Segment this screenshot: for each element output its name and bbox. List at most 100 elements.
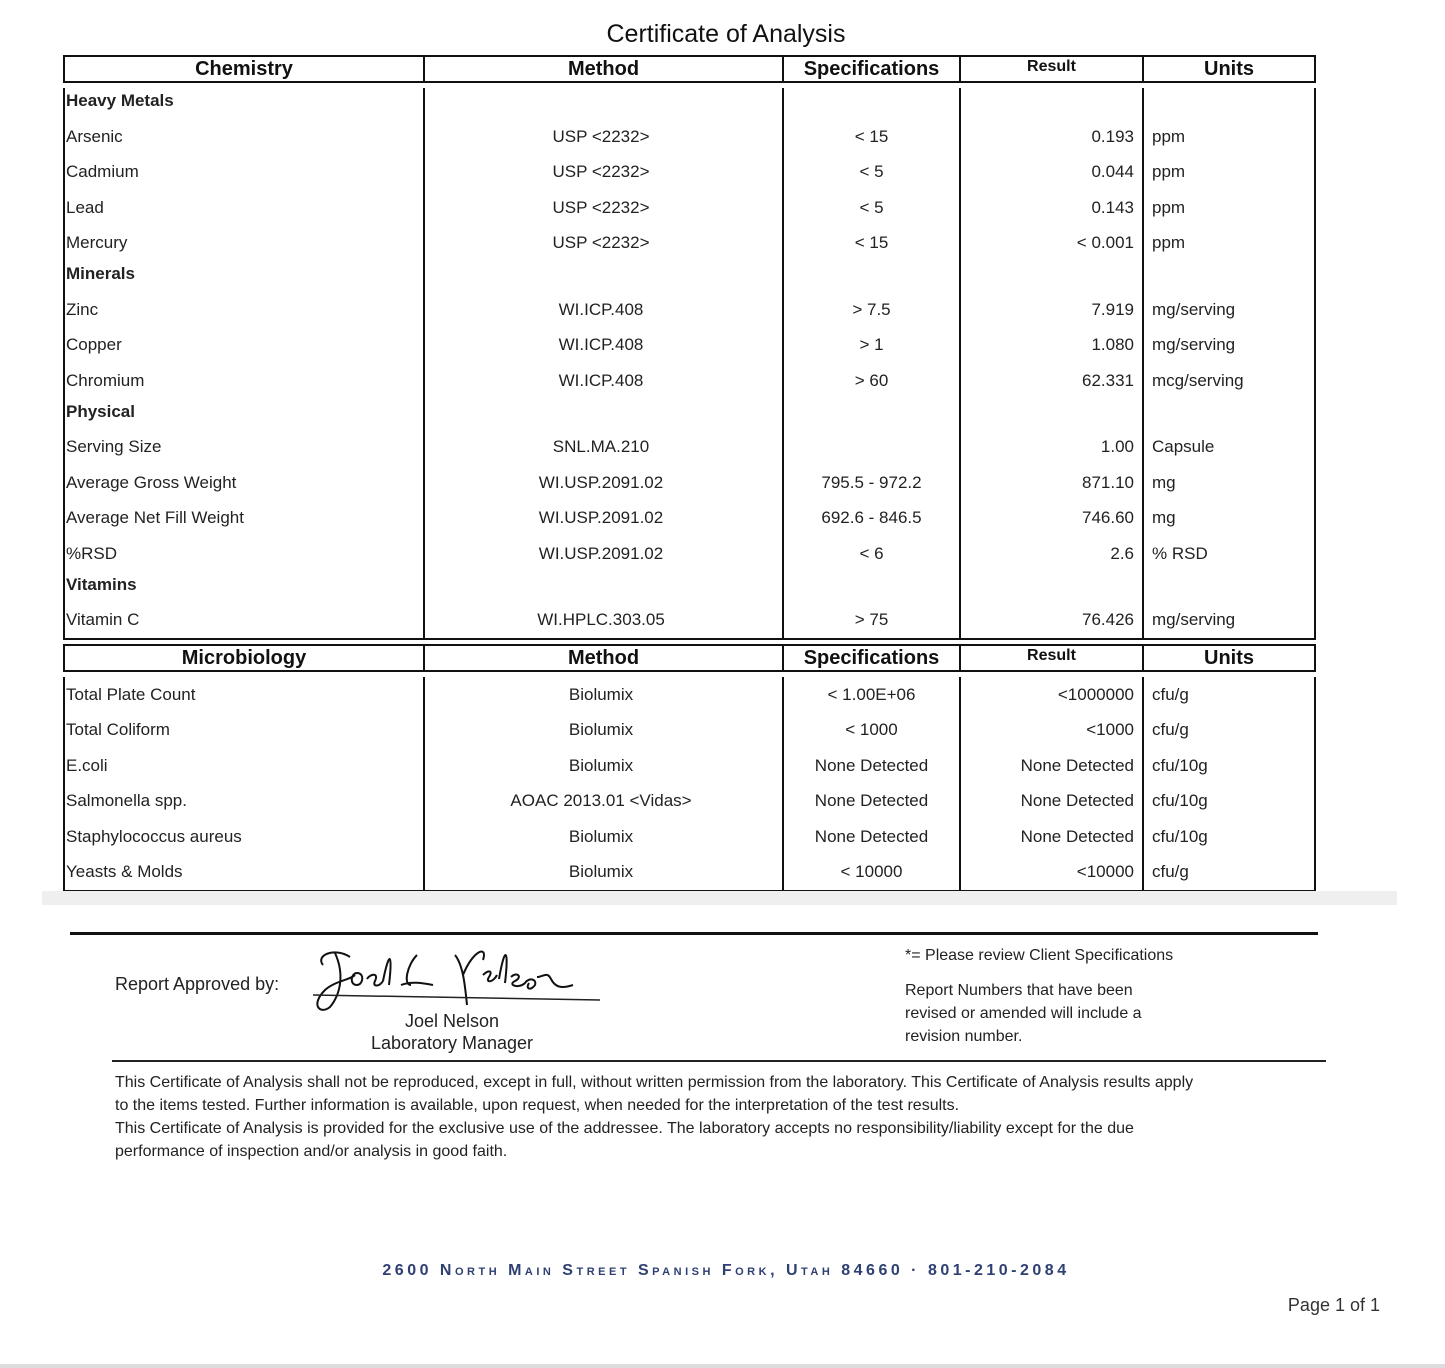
empty-cell [1142, 398, 1316, 430]
analyte-name: Zinc [63, 292, 425, 328]
table-row: Chromium WI.ICP.408 > 60 62.331 mcg/serving [63, 363, 1316, 399]
units: ppm [1142, 119, 1316, 155]
specification: 692.6 - 846.5 [782, 500, 961, 536]
signatory-name: Joel Nelson [404, 1011, 500, 1031]
method: WI.USP.2091.02 [423, 500, 784, 536]
category-label: Heavy Metals [63, 88, 425, 119]
units: mg [1142, 500, 1316, 536]
specification: < 5 [782, 190, 961, 226]
method: USP <2232> [423, 119, 784, 155]
result: 2.6 [959, 536, 1144, 572]
result: 62.331 [959, 363, 1144, 399]
empty-cell [782, 571, 961, 603]
specification: None Detected [782, 819, 961, 855]
units: cfu/10g [1142, 748, 1316, 784]
table-row: Vitamin C WI.HPLC.303.05 > 75 76.426 mg/serv… [63, 602, 1316, 640]
analyte-name: Average Net Fill Weight [63, 500, 425, 536]
table-row: Average Gross Weight WI.USP.2091.02 795.5 … [63, 465, 1316, 501]
result: 76.426 [959, 602, 1144, 640]
result: 1.00 [959, 429, 1144, 465]
specification: 795.5 - 972.2 [782, 465, 961, 501]
table-row: Serving Size SNL.MA.210 1.00 Capsule [63, 429, 1316, 465]
analyte-name: Vitamin C [63, 602, 425, 640]
disclaimer-line: to the items tested. Further information… [115, 1097, 960, 1114]
lab-address: 2600 North Main Street Spanish Fork, Uta… [382, 1262, 1070, 1279]
empty-cell [782, 88, 961, 119]
header-microbiology: Microbiology [63, 644, 425, 672]
category-label: Vitamins [63, 571, 425, 603]
specification: > 60 [782, 363, 961, 399]
disclaimer: This Certificate of Analysis shall not b… [115, 1071, 1315, 1163]
method: Biolumix [423, 854, 784, 892]
analyte-name: Staphylococcus aureus [63, 819, 425, 855]
disclaimer-line: This Certificate of Analysis shall not b… [115, 1074, 1194, 1091]
units: ppm [1142, 154, 1316, 190]
specification: > 75 [782, 602, 961, 640]
table-row: Salmonella spp. AOAC 2013.01 <Vidas> None … [63, 783, 1316, 819]
method: WI.USP.2091.02 [423, 465, 784, 501]
analyte-name: Serving Size [63, 429, 425, 465]
table-row: Arsenic USP <2232> < 15 0.193 ppm [63, 119, 1316, 155]
specification: < 15 [782, 225, 961, 261]
analyte-name: Lead [63, 190, 425, 226]
disclaimer-line: performance of inspection and/or analysi… [115, 1143, 508, 1160]
empty-cell [959, 398, 1144, 430]
result: 871.10 [959, 465, 1144, 501]
header-specifications: Specifications [782, 55, 961, 83]
method: Biolumix [423, 712, 784, 748]
analyte-name: Mercury [63, 225, 425, 261]
specification [782, 429, 961, 465]
method: SNL.MA.210 [423, 429, 784, 465]
header-method: Method [423, 55, 784, 83]
microbiology-table: Microbiology Method Specifications Resul… [63, 644, 1316, 892]
table-row: Total Plate Count Biolumix < 1.00E+06 <1000… [63, 677, 1316, 713]
method: USP <2232> [423, 154, 784, 190]
specification: < 1000 [782, 712, 961, 748]
units: Capsule [1142, 429, 1316, 465]
table-row: Staphylococcus aureus Biolumix None Detect… [63, 819, 1316, 855]
revision-note-line: Report Numbers that have been [905, 982, 1133, 999]
table-row: Total Coliform Biolumix < 1000 <1000 cfu/g [63, 712, 1316, 748]
empty-cell [1142, 88, 1316, 119]
empty-cell [423, 398, 784, 430]
result: None Detected [959, 748, 1144, 784]
analyte-name: Chromium [63, 363, 425, 399]
analyte-name: E.coli [63, 748, 425, 784]
signatory: Joel Nelson Laboratory Manager [302, 1010, 602, 1054]
divider-line [112, 1060, 1326, 1062]
method: WI.ICP.408 [423, 327, 784, 363]
table-row: Copper WI.ICP.408 > 1 1.080 mg/serving [63, 327, 1316, 363]
approved-by-label: Report Approved by: [115, 974, 280, 994]
page-number: Page 1 of 1 [1287, 1295, 1380, 1315]
result: <10000 [959, 854, 1144, 892]
category-row: Physical [63, 398, 1316, 430]
category-label: Minerals [63, 261, 425, 292]
analyte-name: Arsenic [63, 119, 425, 155]
table-row: Cadmium USP <2232> < 5 0.044 ppm [63, 154, 1316, 190]
analyte-name: Salmonella spp. [63, 783, 425, 819]
result: 0.044 [959, 154, 1144, 190]
analyte-name: %RSD [63, 536, 425, 572]
result: 746.60 [959, 500, 1144, 536]
result: 7.919 [959, 292, 1144, 328]
analyte-name: Average Gross Weight [63, 465, 425, 501]
header-result: Result [959, 644, 1144, 672]
specification: < 15 [782, 119, 961, 155]
empty-cell [959, 571, 1144, 603]
table-row: Lead USP <2232> < 5 0.143 ppm [63, 190, 1316, 226]
method: WI.ICP.408 [423, 292, 784, 328]
empty-cell [423, 88, 784, 119]
empty-cell [1142, 261, 1316, 292]
method: Biolumix [423, 748, 784, 784]
result: 1.080 [959, 327, 1144, 363]
result: None Detected [959, 783, 1144, 819]
disclaimer-line: This Certificate of Analysis is provided… [115, 1120, 1134, 1137]
analyte-name: Yeasts & Molds [63, 854, 425, 892]
page-edge [0, 1364, 1445, 1368]
analyte-name: Total Coliform [63, 712, 425, 748]
units: cfu/10g [1142, 819, 1316, 855]
empty-cell [959, 88, 1144, 119]
category-row: Heavy Metals [63, 88, 1316, 119]
units: % RSD [1142, 536, 1316, 572]
table-row: Yeasts & Molds Biolumix < 10000 <10000 cfu/g [63, 854, 1316, 892]
